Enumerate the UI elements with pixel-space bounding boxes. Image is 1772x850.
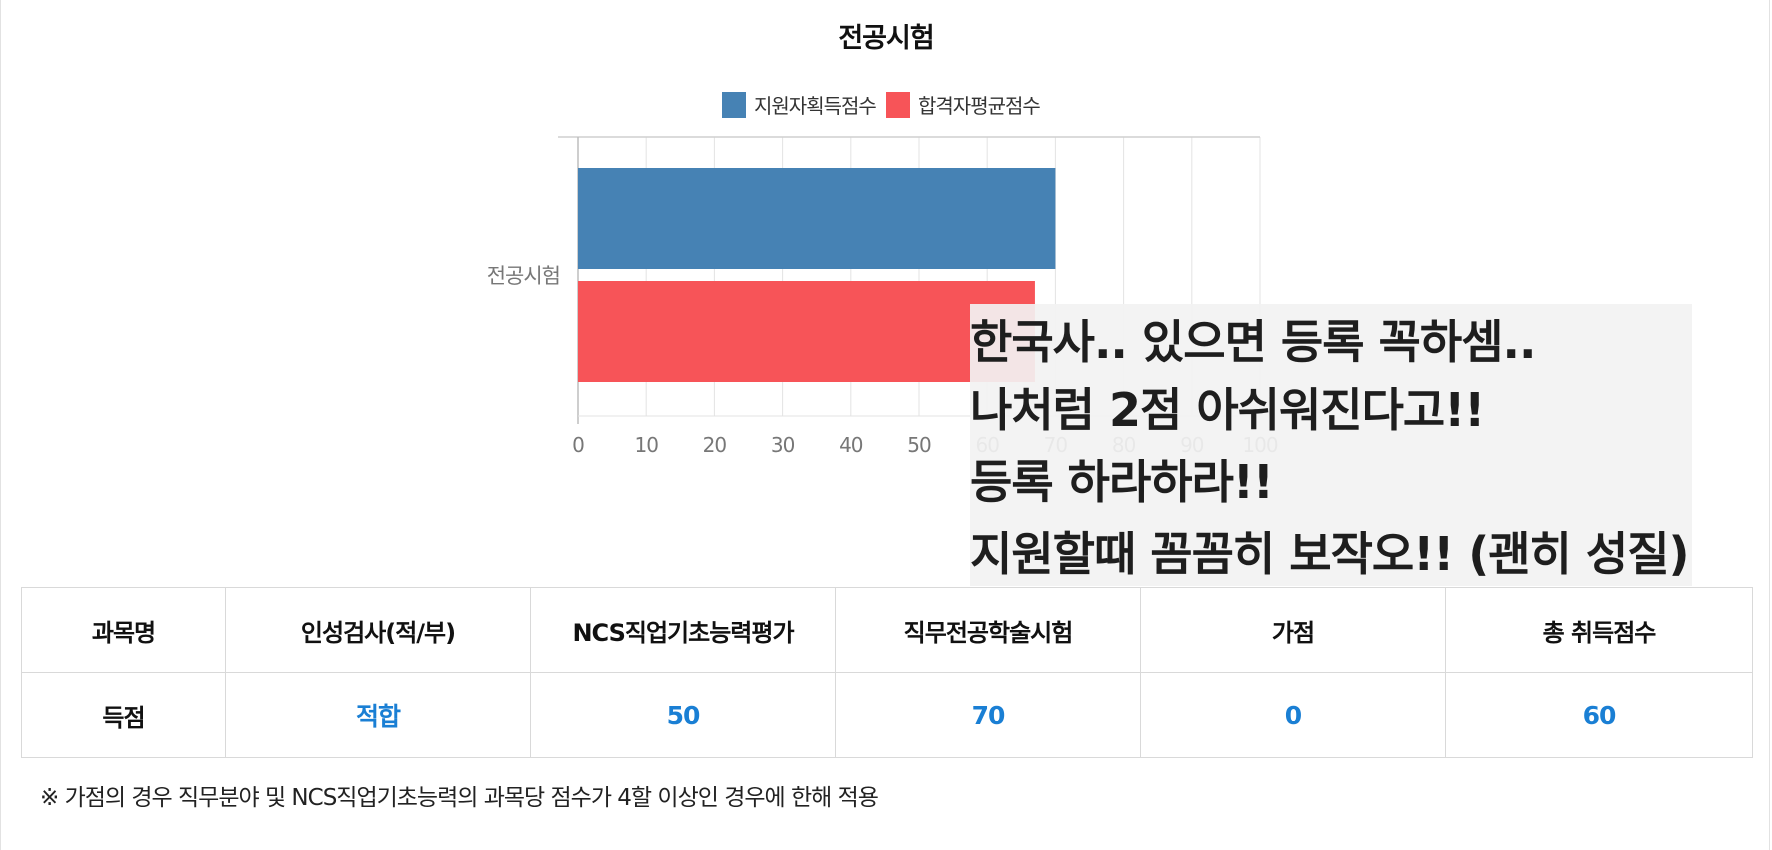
overlay-note-line-4: 지원할때 꼼꼼히 보작오!! (괜히 성질) — [970, 527, 1690, 581]
chart-title: 전공시험 — [838, 23, 934, 54]
footnote: ※ 가점의 경우 직무분야 및 NCS직업기초능력의 과목당 점수가 4할 이상… — [40, 785, 879, 811]
table-row: 득점 적합 50 70 0 60 — [21, 672, 1753, 758]
score-table: 과목명 인성검사(적/부) NCS직업기초능력평가 직무전공학술시험 가점 총 … — [21, 587, 1753, 758]
bar-0 — [578, 168, 1056, 269]
header-total: 총 취득점수 — [1445, 587, 1753, 673]
value-personality: 적합 — [225, 672, 531, 758]
header-personality: 인성검사(적/부) — [225, 587, 531, 673]
x-tick-label: 40 — [839, 433, 863, 457]
y-tick-label: 전공시험 — [487, 264, 560, 288]
header-major-exam: 직무전공학술시험 — [835, 587, 1141, 673]
row-label-score: 득점 — [21, 672, 226, 758]
value-major-exam: 70 — [835, 672, 1141, 758]
legend-swatch-0 — [722, 92, 746, 118]
header-ncs: NCS직업기초능력평가 — [530, 587, 836, 673]
header-bonus: 가점 — [1140, 587, 1446, 673]
x-tick-label: 10 — [634, 433, 658, 457]
legend-swatch-1 — [886, 92, 910, 118]
x-tick-label: 30 — [771, 433, 795, 457]
value-bonus: 0 — [1140, 672, 1446, 758]
overlay-note-box — [970, 304, 1692, 586]
overlay-note-line-1: 한국사.. 있으면 등록 꼭하셈.. — [970, 315, 1536, 369]
table-header-row: 과목명 인성검사(적/부) NCS직업기초능력평가 직무전공학술시험 가점 총 … — [21, 587, 1753, 673]
value-total: 60 — [1445, 672, 1753, 758]
value-ncs: 50 — [530, 672, 836, 758]
legend-label-1: 합격자평균점수 — [918, 94, 1040, 118]
x-tick-label: 50 — [907, 433, 931, 457]
legend-label-0: 지원자획득점수 — [754, 94, 876, 118]
x-tick-label: 0 — [572, 433, 584, 457]
x-tick-label: 20 — [703, 433, 727, 457]
bar-1 — [578, 281, 1035, 382]
header-subject: 과목명 — [21, 587, 226, 673]
overlay-note-line-2: 나처럼 2점 아쉬워진다고!! — [970, 383, 1485, 437]
overlay-note-line-3: 등록 하라하라!! — [970, 455, 1274, 509]
